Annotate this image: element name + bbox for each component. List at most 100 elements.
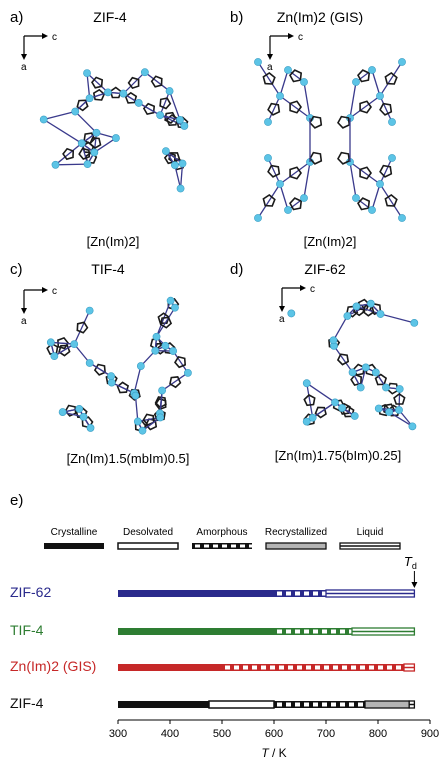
zn-im-bond [388, 411, 413, 427]
zn-atom [133, 417, 142, 426]
panel-b-formula: [Zn(Im)2] [304, 234, 357, 249]
zn-atom [352, 302, 361, 311]
amorphous-dash [222, 544, 227, 548]
panel-d: d) ZIF-62 c a [Zn(Im)1.75(bIm)0.25] [230, 261, 419, 463]
zn-atom [140, 68, 149, 77]
zn-im-bond [74, 111, 97, 134]
zn-atom [254, 214, 262, 222]
zn-atom [184, 368, 192, 377]
bar-amorphous [274, 701, 365, 708]
imidazolate-ring [337, 115, 351, 129]
zn-im-bond [159, 114, 185, 127]
zn-atom [90, 148, 99, 157]
x-tick-label: 300 [109, 728, 127, 740]
amorphous-dash [333, 665, 338, 670]
zn-im-bond [257, 183, 281, 219]
amorphous-dash [249, 544, 252, 548]
imidazolate-ring [357, 69, 371, 83]
zn-im-bond [279, 161, 311, 185]
x-tick-label: 600 [265, 728, 283, 740]
legend-label-desolvated: Desolvated [123, 527, 173, 538]
amorphous-dash [240, 544, 245, 548]
zn-atom [352, 194, 360, 202]
zn-im-bond [267, 95, 281, 123]
amorphous-dash [313, 629, 318, 634]
panel-d-axis-a: a [279, 314, 285, 325]
zn-atom [136, 362, 145, 370]
zn-atom [284, 66, 292, 74]
amorphous-dash [195, 544, 200, 548]
zn-im-bond [379, 183, 403, 219]
amorphous-dash [288, 665, 293, 670]
imidazolate-ring [76, 321, 89, 334]
amorphous-dash [295, 591, 300, 596]
zn-atom [264, 154, 272, 162]
panel-b-letter: b) [230, 9, 243, 26]
amorphous-dash [322, 591, 326, 596]
zn-atom [276, 180, 284, 188]
zn-im-bond [159, 90, 171, 116]
amorphous-dash [342, 665, 347, 670]
zn-atom [169, 347, 178, 355]
imidazolate-ring [309, 115, 323, 129]
zn-atom [376, 310, 385, 318]
zn-im-bond [73, 310, 91, 345]
zn-im-bond [133, 365, 142, 394]
zn-im-bond [279, 69, 289, 97]
amorphous-dash [322, 702, 327, 707]
panel-a-letter: a) [10, 9, 23, 26]
zn-atom [83, 160, 92, 169]
zif-4-structure [39, 68, 189, 193]
amorphous-dash [351, 665, 356, 670]
zn-atom [302, 379, 311, 388]
amorphous-dash [286, 591, 291, 596]
amorphous-dash [313, 591, 318, 596]
zn-im-bond [179, 163, 184, 189]
bar-recrystallized [364, 700, 410, 709]
imidazolate-ring [359, 166, 372, 180]
zn-im-bond [349, 161, 357, 199]
zn-im-bond [161, 372, 189, 392]
zn-atom [382, 383, 390, 392]
zn-atom [107, 378, 116, 387]
zn-im-bond [122, 71, 146, 95]
zn-atom [366, 299, 375, 308]
zn-atom [119, 89, 128, 98]
zn-atom [51, 160, 60, 169]
zn-atom [300, 194, 308, 202]
x-tick-label: 800 [369, 728, 387, 740]
bar-crystalline [118, 701, 209, 708]
zn-atom [348, 368, 357, 377]
bar-crystalline [118, 590, 274, 597]
amorphous-dash [340, 702, 345, 707]
imidazolate-ring [168, 152, 181, 164]
zn-atom [356, 383, 365, 392]
zn-im-bond [379, 157, 393, 185]
zn-atom [165, 87, 174, 95]
amorphous-dash [243, 665, 248, 670]
zn-im-bond [349, 95, 381, 119]
zn-atom [171, 303, 179, 312]
zn-atom [395, 385, 404, 393]
amorphous-dash [313, 702, 318, 707]
imidazolate-ring [384, 72, 398, 85]
imidazolate-ring [303, 394, 316, 407]
legend-label-recrystallized: Recrystallized [265, 527, 327, 538]
panel-b-axes: c a [267, 32, 303, 73]
imidazolate-ring [127, 76, 140, 90]
zn-im-bond [93, 137, 117, 153]
zn-atom [395, 406, 403, 414]
zn-atom [398, 214, 406, 222]
zn-im-bond [332, 315, 348, 341]
zn-im-bond [55, 163, 88, 166]
amorphous-dash [331, 629, 336, 634]
amorphous-dash [315, 665, 320, 670]
zif-62-structure [287, 298, 419, 431]
imidazolate-ring [374, 373, 388, 386]
imidazolate-ring [336, 353, 350, 366]
zn-atom [388, 154, 396, 162]
zn-im-bond [172, 350, 189, 374]
imidazolate-ring [116, 381, 130, 394]
imidazolate-ring [384, 194, 398, 207]
panel-a: a) ZIF-4 c a [Zn(Im)2] [10, 9, 189, 249]
